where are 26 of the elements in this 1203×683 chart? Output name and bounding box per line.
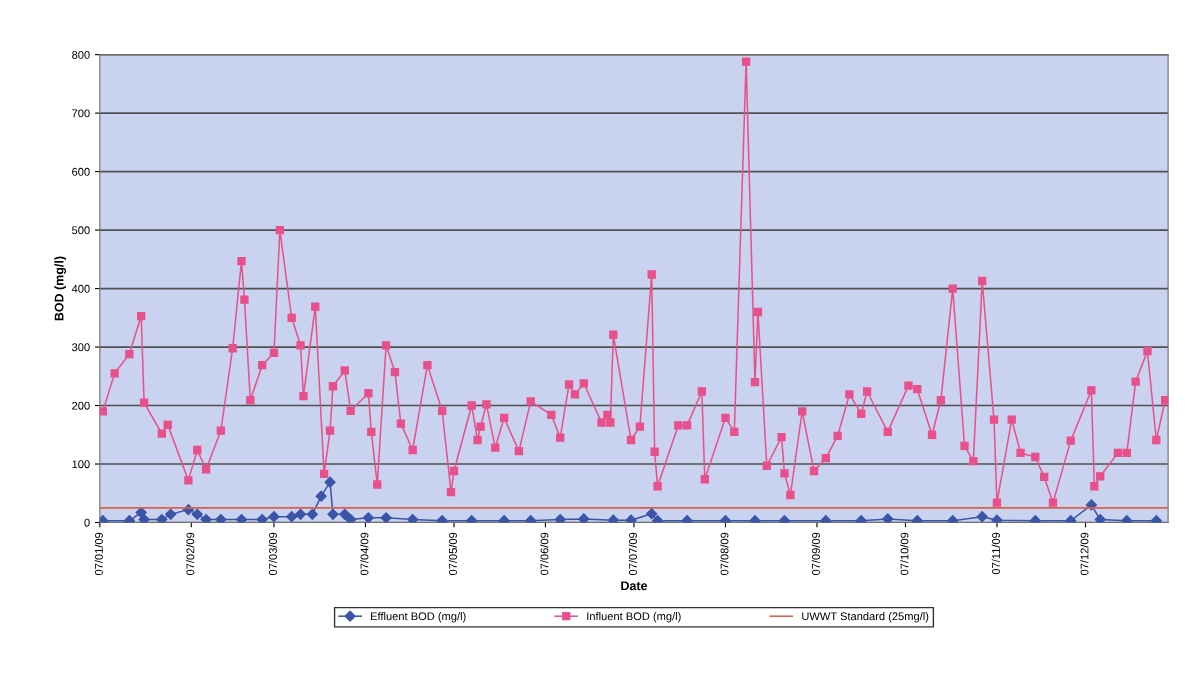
y-tick-label: 500: [72, 226, 90, 235]
y-tick-label: 300: [72, 343, 90, 352]
x-tick-label: 07/07/09: [628, 532, 637, 576]
x-tick-label: 07/04/09: [360, 532, 369, 576]
legend-label: Effluent BOD (mg/l): [371, 612, 466, 623]
y-tick-label: 0: [84, 518, 90, 527]
y-axis-title: BOD (mg/l): [54, 256, 67, 321]
x-tick-label: 07/02/09: [186, 532, 195, 576]
x-tick-label: 07/12/09: [1080, 532, 1089, 576]
legend-label: Influent BOD (mg/l): [587, 612, 681, 623]
y-tick-label: 400: [71, 284, 90, 293]
x-tick-label: 07/06/09: [540, 532, 549, 576]
y-tick-label: 200: [72, 401, 90, 410]
x-tick-label: 07/01/09: [94, 532, 103, 576]
x-tick-label: 07/10/09: [900, 532, 909, 576]
y-tick-label: 700: [72, 109, 90, 118]
x-tick-label: 07/09/09: [811, 532, 820, 576]
y-tick-label: 100: [72, 460, 90, 469]
x-axis-title: Date: [621, 581, 648, 591]
x-tick-label: 07/03/09: [268, 532, 277, 576]
x-tick-label: 07/08/09: [720, 532, 729, 576]
y-tick-label: 800: [72, 50, 90, 59]
x-tick-label: 07/05/09: [448, 532, 457, 576]
y-tick-label: 600: [72, 167, 90, 176]
legend-label: UWWT Standard (25mg/l): [802, 612, 929, 623]
x-tick-label: 07/11/09: [991, 532, 1000, 575]
